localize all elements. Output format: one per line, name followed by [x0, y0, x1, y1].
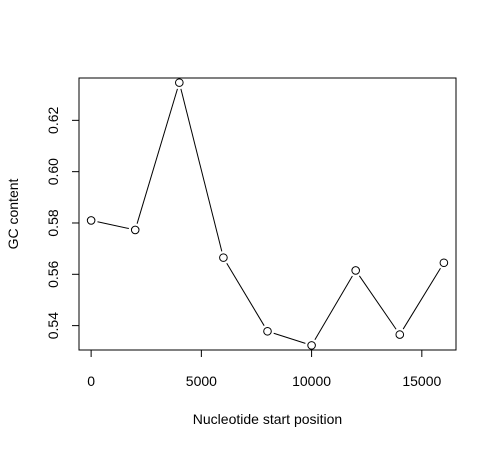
- data-point: [130, 225, 140, 235]
- y-tick-label: 0.58: [45, 209, 61, 236]
- data-point: [439, 258, 449, 268]
- x-tick-label: 0: [87, 373, 95, 389]
- data-point: [307, 341, 316, 350]
- y-axis-label: GC content: [5, 178, 21, 249]
- data-point: [351, 266, 360, 275]
- plot-frame: [78, 77, 457, 351]
- x-axis-label: Nucleotide start position: [193, 411, 342, 427]
- series-segment: [97, 221, 129, 230]
- x-tick-label: 5000: [186, 373, 217, 389]
- y-tick-label: 0.62: [45, 107, 61, 134]
- series-segment: [273, 332, 306, 344]
- series-segment: [314, 275, 353, 341]
- y-axis: 0.54 0.56 0.58 0.60 0.62: [45, 107, 80, 339]
- series-segment: [358, 275, 397, 330]
- series-segment: [136, 88, 178, 224]
- y-tick-label: 0.56: [45, 260, 61, 287]
- y-tick-label: 0.54: [45, 312, 61, 339]
- data-point: [263, 326, 272, 336]
- data-point: [175, 78, 184, 87]
- data-point: [86, 216, 96, 225]
- x-tick-label: 15000: [402, 373, 441, 389]
- series-segment: [180, 88, 223, 252]
- x-tick-label: 10000: [292, 373, 331, 389]
- data-point: [395, 330, 405, 339]
- series-layer: [86, 78, 449, 350]
- data-point: [219, 253, 228, 262]
- series-segment: [226, 262, 265, 326]
- y-tick-label: 0.60: [45, 158, 61, 185]
- series-segment: [402, 268, 441, 330]
- x-axis: 0 5000 10000 15000: [87, 349, 442, 389]
